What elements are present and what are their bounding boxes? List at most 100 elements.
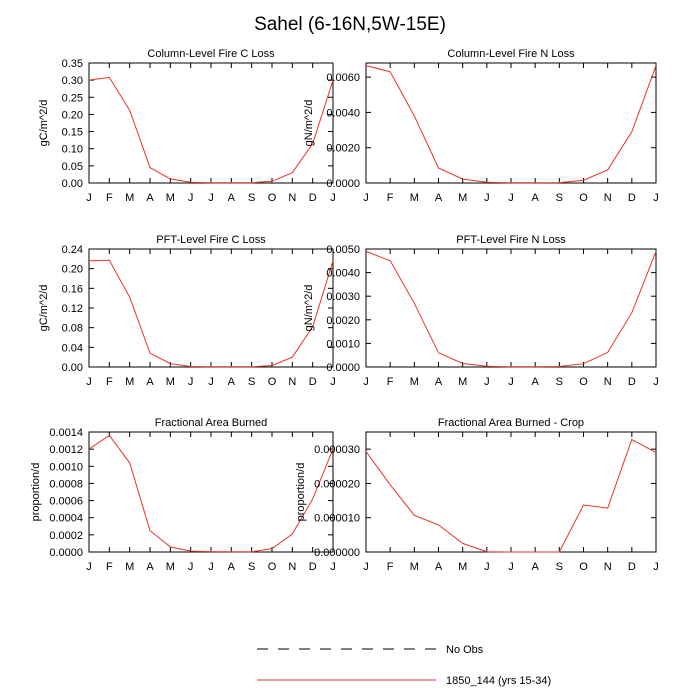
y-tick-label: 0.0050 (326, 244, 360, 256)
x-tick-label: M (410, 192, 419, 204)
x-tick-label: A (531, 561, 539, 573)
y-tick-label: 0.10 (62, 144, 83, 156)
x-tick-label: J (508, 561, 514, 573)
x-tick-label: O (579, 192, 588, 204)
x-tick-label: A (228, 561, 236, 573)
x-tick-label: A (146, 192, 154, 204)
y-tick-label: 0.0060 (326, 72, 360, 84)
y-tick-label: 0.30 (62, 75, 83, 87)
y-axis-label: gC/m^2/d (38, 100, 50, 147)
series-line (365, 438, 657, 553)
y-tick-label: 0.0014 (49, 427, 83, 439)
panel-title: Column-Level Fire C Loss (147, 48, 275, 60)
x-tick-label: S (556, 192, 563, 204)
y-tick-label: 0.20 (62, 264, 83, 276)
x-tick-label: J (484, 192, 490, 204)
y-tick-label: 0.0040 (326, 268, 360, 280)
x-tick-label: M (410, 561, 419, 573)
x-tick-label: D (309, 376, 317, 388)
y-tick-label: 0.000000 (314, 547, 360, 559)
panel-title: Fractional Area Burned (155, 417, 268, 429)
y-tick-label: 0.000020 (314, 478, 360, 490)
x-tick-label: M (166, 561, 175, 573)
y-tick-label: 0.000030 (314, 444, 360, 456)
y-axis-label: proportion/d (295, 463, 307, 522)
x-tick-label: A (435, 376, 443, 388)
x-tick-label: J (653, 192, 659, 204)
x-tick-label: J (653, 561, 659, 573)
x-tick-label: F (387, 561, 394, 573)
panel-title: Column-Level Fire N Loss (447, 48, 575, 60)
x-tick-label: J (86, 561, 92, 573)
x-tick-label: A (435, 192, 443, 204)
x-tick-label: O (268, 376, 277, 388)
y-tick-label: 0.20 (62, 109, 83, 121)
x-tick-label: N (288, 376, 296, 388)
series-line (88, 434, 334, 553)
y-tick-label: 0.00 (62, 362, 83, 374)
x-tick-label: A (228, 192, 236, 204)
y-tick-label: 0.08 (62, 323, 83, 335)
x-tick-label: N (288, 192, 296, 204)
x-tick-label: M (125, 561, 134, 573)
y-tick-label: 0.0010 (326, 338, 360, 350)
x-tick-label: J (86, 192, 92, 204)
x-tick-label: O (579, 561, 588, 573)
x-tick-label: M (125, 192, 134, 204)
y-axis-label: gC/m^2/d (38, 285, 50, 332)
x-tick-label: J (208, 192, 214, 204)
x-tick-label: S (556, 561, 563, 573)
x-tick-label: J (363, 192, 369, 204)
y-tick-label: 0.0006 (49, 496, 83, 508)
y-tick-label: 0.0030 (326, 291, 360, 303)
x-tick-label: N (604, 192, 612, 204)
x-tick-label: A (531, 192, 539, 204)
x-tick-label: J (188, 376, 194, 388)
x-tick-label: F (106, 376, 113, 388)
y-tick-label: 0.0000 (326, 178, 360, 190)
y-axis-label: proportion/d (30, 463, 42, 522)
x-tick-label: N (604, 561, 612, 573)
y-axis-label: gN/m^2/d (303, 285, 315, 332)
x-tick-label: F (106, 561, 113, 573)
y-tick-label: 0.05 (62, 161, 83, 173)
x-tick-label: O (268, 561, 277, 573)
x-tick-label: D (628, 561, 636, 573)
x-tick-label: M (166, 376, 175, 388)
y-tick-label: 0.0020 (326, 143, 360, 155)
x-tick-label: N (604, 376, 612, 388)
x-tick-label: F (106, 192, 113, 204)
chart-panel: PFT-Level Fire N Loss gN/m^2/d J F M A M J J A S O N… (303, 234, 659, 388)
panel-title: PFT-Level Fire C Loss (156, 234, 266, 246)
x-tick-label: M (166, 192, 175, 204)
x-tick-label: J (330, 376, 336, 388)
x-tick-label: M (458, 376, 467, 388)
x-tick-label: M (125, 376, 134, 388)
x-tick-label: A (435, 561, 443, 573)
series-line (88, 259, 334, 368)
y-tick-label: 0.0040 (326, 107, 360, 119)
y-tick-label: 0.15 (62, 127, 83, 139)
y-tick-label: 0.0008 (49, 478, 83, 490)
x-tick-label: A (146, 561, 154, 573)
y-tick-label: 0.0020 (326, 315, 360, 327)
y-tick-label: 0.0000 (49, 547, 83, 559)
x-tick-label: O (579, 376, 588, 388)
x-tick-label: M (458, 561, 467, 573)
x-tick-label: J (363, 561, 369, 573)
y-tick-label: 0.35 (62, 58, 83, 70)
x-tick-label: J (653, 376, 659, 388)
x-tick-label: D (309, 561, 317, 573)
panel-title: Fractional Area Burned - Crop (438, 417, 584, 429)
x-tick-label: S (248, 561, 255, 573)
x-tick-label: A (228, 376, 236, 388)
x-tick-label: S (248, 376, 255, 388)
y-tick-label: 0.04 (62, 342, 83, 354)
y-tick-label: 0.0000 (326, 362, 360, 374)
x-tick-label: A (146, 376, 154, 388)
x-tick-label: J (508, 192, 514, 204)
